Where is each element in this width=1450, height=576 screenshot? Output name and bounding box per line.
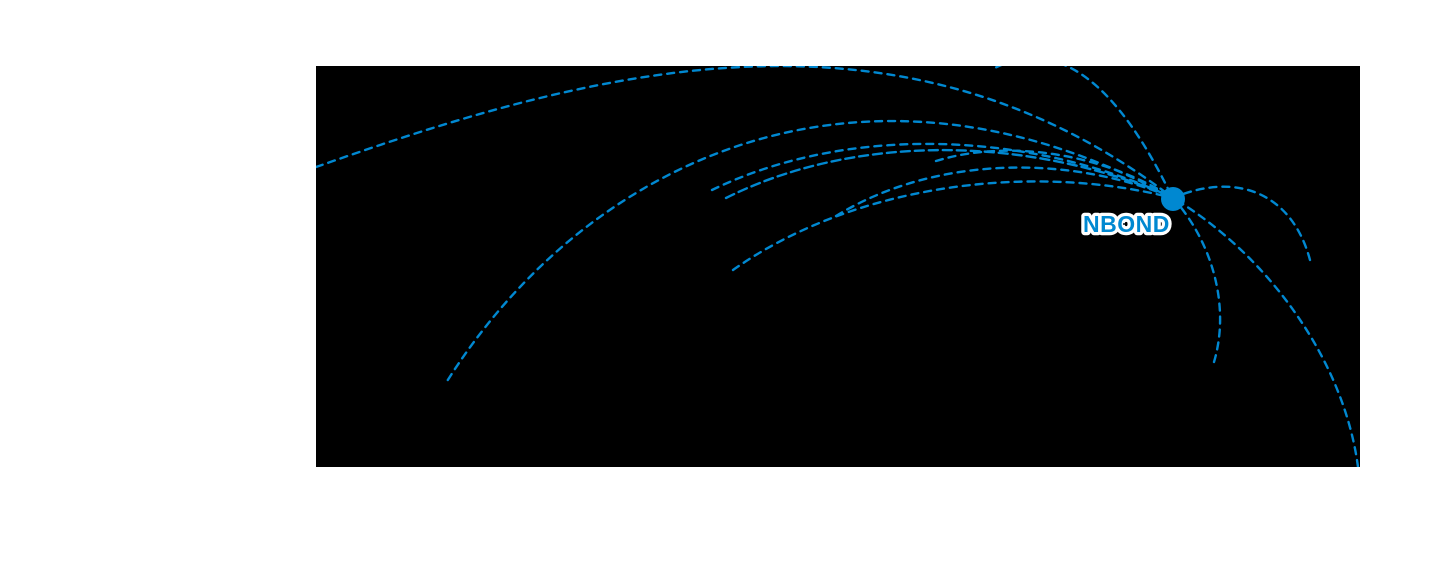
svg-text:NBOND: NBOND <box>1083 211 1170 237</box>
